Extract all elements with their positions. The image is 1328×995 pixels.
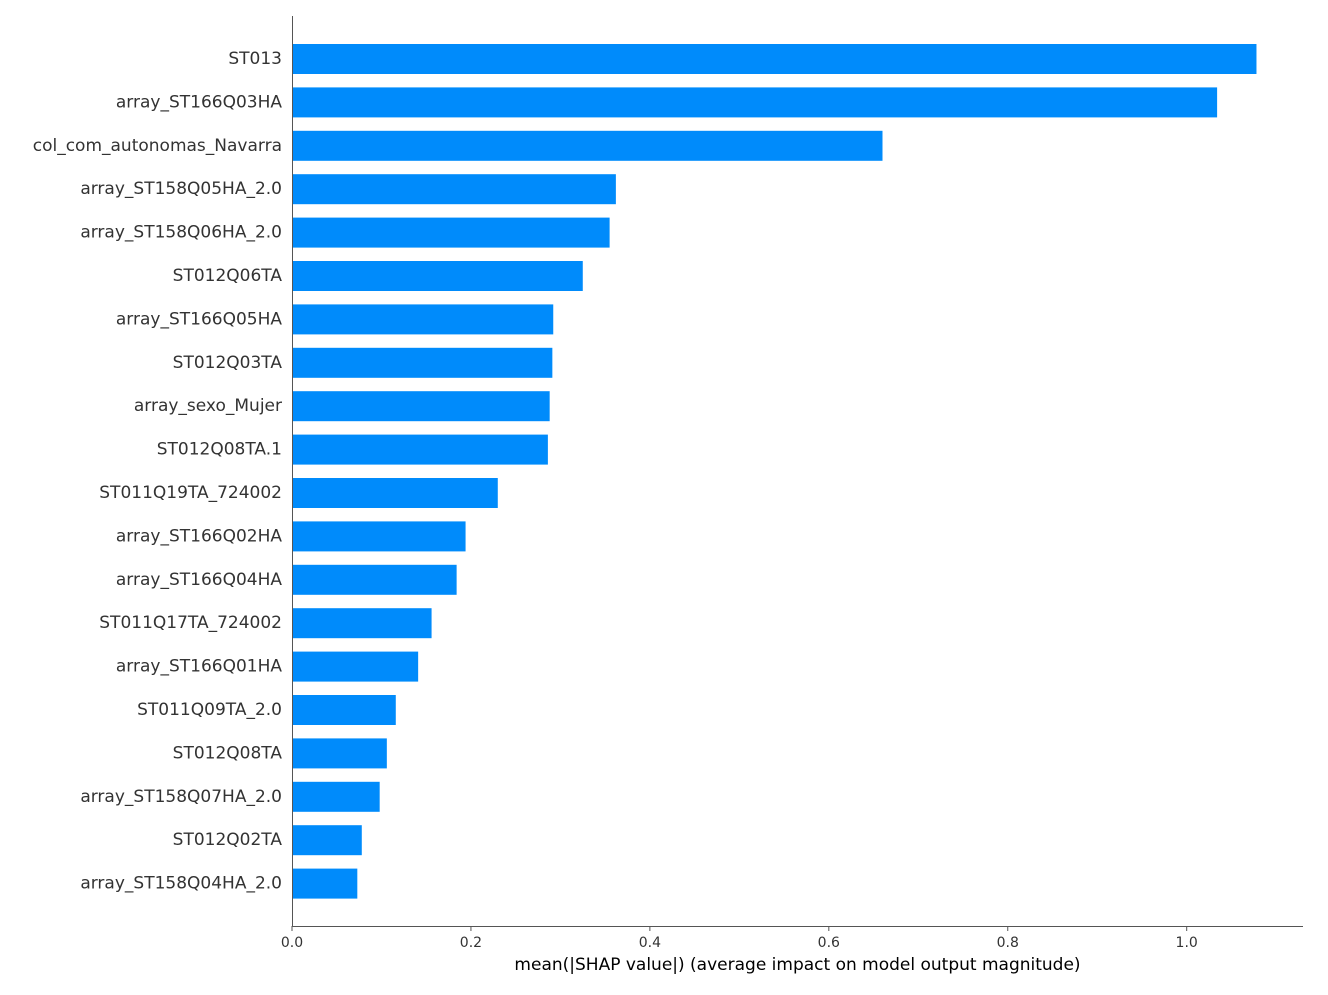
- category-label-13: ST011Q17TA_724002: [99, 613, 282, 633]
- category-label-4: array_ST158Q06HA_2.0: [80, 223, 282, 243]
- bar-12: [292, 564, 457, 595]
- bar-8: [292, 391, 550, 422]
- bar-17: [292, 781, 380, 812]
- category-label-17: array_ST158Q07HA_2.0: [80, 787, 282, 807]
- x-tick-label-3: 0.6: [818, 935, 840, 951]
- category-label-2: col_com_autonomas_Navarra: [33, 136, 282, 156]
- x-ticks-group: 0.0 0.2 0.4 0.6 0.8 1.0: [281, 926, 1198, 951]
- category-label-8: array_sexo_Mujer: [134, 396, 282, 416]
- category-label-15: ST011Q09TA_2.0: [137, 700, 282, 720]
- category-label-16: ST012Q08TA: [173, 743, 283, 763]
- bar-1: [292, 87, 1218, 118]
- x-tick-label-5: 1.0: [1176, 935, 1198, 951]
- bar-4: [292, 217, 610, 248]
- bar-15: [292, 695, 396, 725]
- bar-7: [292, 347, 553, 378]
- bar-0: [292, 44, 1257, 74]
- bar-14: [292, 651, 419, 682]
- bar-2: [292, 130, 883, 161]
- category-label-12: array_ST166Q04HA: [116, 570, 282, 590]
- category-labels-group: ST013 array_ST166Q03HA col_com_autonomas_N…: [33, 49, 283, 894]
- category-label-9: ST012Q08TA.1: [157, 440, 282, 460]
- category-label-18: ST012Q02TA: [173, 830, 283, 850]
- category-label-3: array_ST158Q05HA_2.0: [80, 179, 282, 199]
- bar-9: [292, 434, 548, 465]
- bar-13: [292, 608, 432, 639]
- x-tick-label-4: 0.8: [997, 935, 1019, 951]
- x-tick-label-0: 0.0: [281, 935, 303, 951]
- category-label-11: array_ST166Q02HA: [116, 526, 282, 546]
- category-label-14: array_ST166Q01HA: [116, 657, 282, 677]
- bar-5: [292, 261, 583, 291]
- bar-3: [292, 174, 616, 205]
- category-label-6: array_ST166Q05HA: [116, 309, 282, 329]
- bars-group: [292, 44, 1257, 899]
- bar-10: [292, 478, 498, 508]
- category-label-0: ST013: [228, 49, 282, 69]
- bar-6: [292, 304, 554, 335]
- bar-11: [292, 521, 466, 552]
- category-label-10: ST011Q19TA_724002: [99, 483, 282, 503]
- bar-16: [292, 738, 387, 769]
- category-label-1: array_ST166Q03HA: [116, 92, 282, 112]
- x-axis-label: mean(|SHAP value|) (average impact on mo…: [514, 955, 1080, 975]
- x-tick-label-2: 0.4: [639, 935, 661, 951]
- bar-19: [292, 868, 358, 899]
- category-label-19: array_ST158Q04HA_2.0: [80, 874, 282, 894]
- bar-18: [292, 825, 362, 856]
- category-label-7: ST012Q03TA: [173, 353, 283, 373]
- x-tick-label-1: 0.2: [460, 935, 482, 951]
- category-label-5: ST012Q06TA: [173, 266, 283, 286]
